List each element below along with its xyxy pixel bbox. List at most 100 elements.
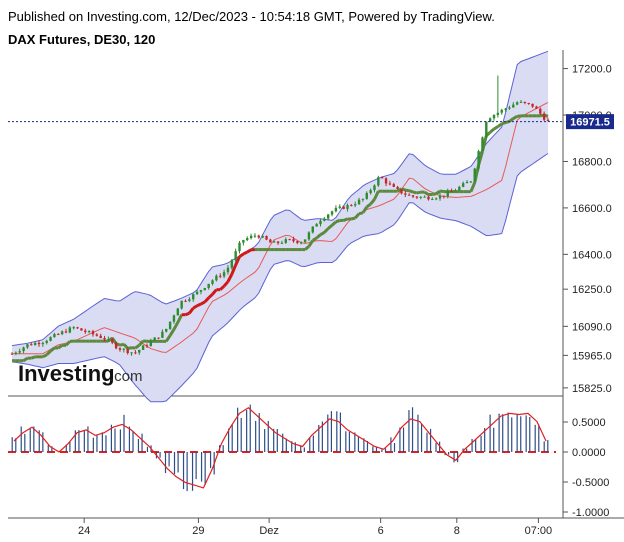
- candle-body: [207, 283, 210, 289]
- candle-body: [400, 188, 403, 194]
- candle-body: [60, 331, 64, 335]
- trailing-stop-segment: [508, 117, 515, 123]
- trailing-stop-segment: [469, 181, 477, 193]
- oscillator-axis-label: 0.5000: [572, 417, 606, 429]
- price-axis-label: 16400.0: [572, 249, 612, 261]
- candle-body: [427, 196, 430, 200]
- candle-body: [10, 353, 14, 355]
- candle-body: [33, 342, 37, 346]
- candle-body: [122, 348, 126, 350]
- candle-body: [535, 106, 538, 109]
- candle-body: [168, 321, 172, 329]
- candle-body: [338, 206, 341, 208]
- candle-body: [431, 199, 434, 201]
- candle-body: [388, 183, 392, 185]
- trailing-stop-segment: [331, 220, 337, 227]
- current-price-box: [566, 114, 614, 130]
- candle-body: [199, 290, 203, 292]
- candle-body: [485, 121, 488, 138]
- trailing-stop-segment: [369, 198, 376, 205]
- candle-body: [95, 334, 99, 336]
- candle-body: [257, 235, 260, 238]
- candle-body: [126, 348, 129, 354]
- candle-body: [419, 196, 422, 198]
- candle-body: [37, 342, 41, 345]
- candle-body: [118, 348, 122, 350]
- trailing-stop-segment: [127, 346, 132, 350]
- candle-body: [234, 251, 237, 261]
- candle-body: [30, 344, 33, 346]
- candle-body: [496, 112, 500, 116]
- trailing-stop-segment: [412, 190, 418, 195]
- trailing-stop-segment: [493, 125, 499, 131]
- candle-body: [377, 177, 380, 186]
- investing-logo: Investing .com: [18, 361, 143, 386]
- price-axis-label: 16800.0: [572, 156, 612, 168]
- trailing-stop-segment: [138, 339, 145, 347]
- candle-body: [49, 337, 52, 341]
- candle-body: [365, 193, 368, 199]
- candle-body: [87, 331, 91, 333]
- trailing-stop-segment: [172, 321, 180, 331]
- trailing-stop-segment: [343, 217, 348, 222]
- candle-body: [323, 218, 326, 221]
- trailing-stop-segment: [323, 227, 330, 234]
- candle-body: [315, 224, 318, 227]
- trailing-stop-segment: [134, 344, 141, 350]
- candle-body: [273, 241, 276, 243]
- candle-body: [346, 205, 349, 209]
- candle-body: [153, 337, 156, 342]
- candle-body: [149, 341, 153, 346]
- candle-body: [515, 102, 519, 105]
- candle-body: [307, 232, 311, 240]
- candle-body: [18, 351, 21, 353]
- candle-body: [488, 118, 492, 122]
- candle-body: [500, 109, 503, 113]
- candle-body: [438, 195, 442, 199]
- candle-body: [523, 101, 527, 103]
- candle-body: [80, 328, 83, 331]
- band-basis-line: [12, 101, 549, 355]
- candle-body: [396, 186, 399, 189]
- trailing-stop-segment: [57, 344, 63, 350]
- trailing-stop-segment: [304, 245, 310, 251]
- candle-body: [311, 226, 314, 233]
- candle-body: [454, 190, 457, 192]
- candle-body: [134, 352, 137, 354]
- candle-body: [384, 178, 388, 184]
- candle-body: [176, 308, 180, 316]
- time-axis-label: 07:00: [525, 525, 553, 537]
- trailing-stop-segment: [311, 236, 318, 242]
- price-axis-label: 16600.0: [572, 203, 612, 215]
- candle-body: [41, 342, 45, 345]
- candle-body: [99, 335, 102, 338]
- price-axis-label: 16090.0: [572, 321, 612, 333]
- candle-body: [68, 327, 72, 333]
- candle-body: [458, 186, 461, 191]
- candle-body: [508, 107, 511, 109]
- price-axis-label: 15825.0: [572, 383, 612, 395]
- candle-body: [188, 299, 191, 301]
- trailing-stop-segment: [496, 122, 503, 128]
- oscillator-axis-label: -0.5000: [572, 477, 609, 489]
- candle-body: [107, 339, 110, 341]
- candle-body: [504, 108, 507, 110]
- candle-body: [334, 207, 338, 212]
- trailing-stop-segment: [64, 340, 71, 347]
- candle-body: [415, 196, 419, 198]
- candle-body: [465, 181, 469, 184]
- trailing-stop-segment: [246, 248, 252, 254]
- candle-body: [492, 115, 496, 119]
- oscillator-axis-label: -1.0000: [572, 507, 609, 519]
- candle-body: [546, 119, 550, 121]
- candle-body: [57, 334, 60, 336]
- candle-body: [53, 334, 56, 338]
- trailing-stop-segment: [373, 190, 380, 201]
- price-axis-label: 17200.0: [572, 64, 612, 76]
- trailing-stop-segment: [176, 314, 184, 324]
- trailing-stop-segment: [45, 349, 52, 356]
- time-axis-label: 8: [454, 525, 460, 537]
- candle-body: [111, 339, 114, 343]
- candle-body: [141, 345, 145, 350]
- candle-body: [373, 185, 376, 191]
